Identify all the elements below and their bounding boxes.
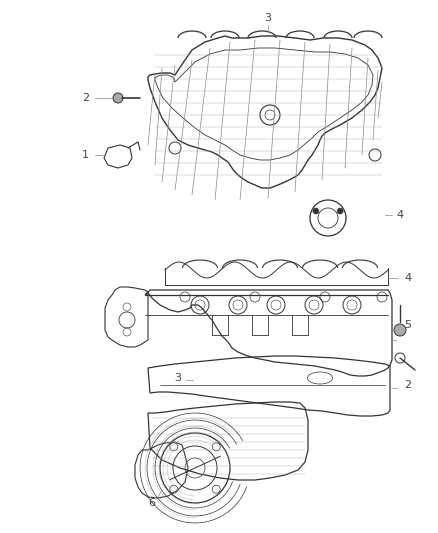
Text: 3: 3 (174, 373, 181, 383)
Circle shape (394, 324, 406, 336)
Text: 3: 3 (265, 13, 272, 23)
Circle shape (337, 208, 343, 214)
Circle shape (313, 208, 319, 214)
Text: 6: 6 (148, 498, 155, 508)
Text: 1: 1 (81, 150, 88, 160)
Text: 2: 2 (82, 93, 89, 103)
Text: 5: 5 (405, 320, 411, 330)
Text: 4: 4 (404, 273, 412, 283)
Text: 4: 4 (396, 210, 403, 220)
Text: 2: 2 (404, 380, 412, 390)
Circle shape (113, 93, 123, 103)
